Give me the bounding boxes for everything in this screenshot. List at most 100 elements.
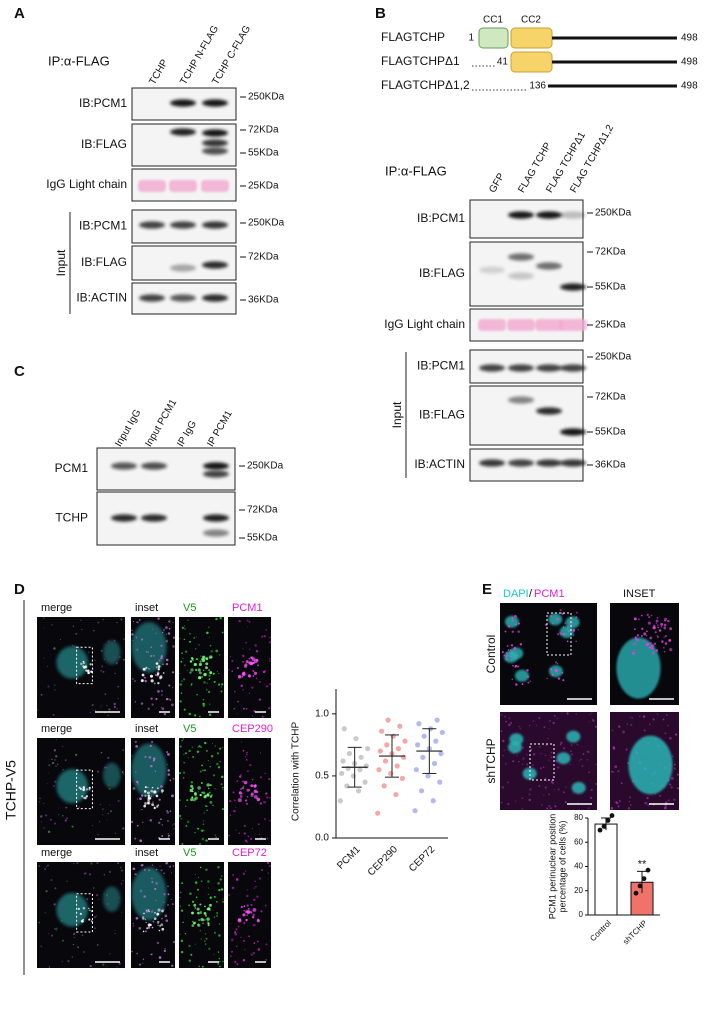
signal bbox=[560, 633, 563, 636]
signal bbox=[262, 670, 266, 674]
signal bbox=[560, 612, 563, 614]
signal bbox=[142, 962, 144, 964]
signal bbox=[648, 616, 651, 619]
band bbox=[536, 262, 562, 270]
signal bbox=[196, 907, 200, 911]
signal bbox=[526, 669, 529, 672]
signal bbox=[540, 767, 542, 770]
signal bbox=[245, 759, 248, 761]
signal bbox=[663, 623, 667, 627]
signal bbox=[562, 633, 565, 636]
signal bbox=[197, 827, 200, 830]
signal bbox=[136, 780, 139, 783]
signal bbox=[627, 807, 631, 810]
signal bbox=[216, 670, 218, 672]
signal bbox=[100, 670, 102, 672]
signal bbox=[55, 755, 58, 758]
signal bbox=[200, 938, 202, 940]
signal bbox=[246, 841, 249, 843]
signal bbox=[244, 799, 248, 802]
construct-name: FLAGTCHPΔ1 bbox=[381, 54, 460, 68]
signal bbox=[220, 888, 224, 891]
data-point bbox=[418, 788, 425, 794]
signal bbox=[190, 954, 193, 956]
signal bbox=[71, 956, 74, 958]
signal bbox=[76, 861, 79, 865]
signal bbox=[83, 872, 86, 875]
image-label: merge bbox=[41, 602, 72, 614]
signal bbox=[192, 659, 194, 662]
signal bbox=[199, 912, 202, 915]
signal bbox=[152, 909, 154, 911]
signal bbox=[522, 746, 524, 749]
signal bbox=[231, 659, 234, 663]
signal bbox=[673, 798, 676, 801]
signal bbox=[107, 812, 109, 815]
signal bbox=[201, 782, 203, 784]
signal bbox=[103, 644, 105, 646]
band bbox=[560, 364, 586, 372]
signal bbox=[163, 893, 166, 896]
data-point bbox=[399, 775, 405, 782]
signal bbox=[150, 697, 153, 700]
signal bbox=[198, 671, 202, 675]
signal bbox=[145, 910, 149, 913]
signal bbox=[180, 692, 183, 694]
signal bbox=[106, 819, 108, 821]
marker-label: 55KDa bbox=[247, 533, 278, 544]
signal bbox=[242, 872, 245, 875]
signal bbox=[237, 700, 239, 703]
signal bbox=[640, 614, 643, 617]
signal bbox=[245, 870, 247, 872]
data-point bbox=[597, 827, 603, 833]
signal bbox=[214, 931, 216, 934]
signal bbox=[92, 887, 95, 889]
signal bbox=[58, 807, 60, 809]
signal bbox=[94, 709, 97, 712]
signal bbox=[151, 926, 154, 929]
blot bbox=[469, 385, 584, 446]
signal bbox=[538, 717, 541, 719]
signal bbox=[165, 633, 167, 635]
signal bbox=[140, 638, 144, 641]
signal bbox=[157, 804, 160, 807]
signal bbox=[140, 794, 144, 797]
signal bbox=[102, 670, 105, 673]
signal bbox=[581, 746, 583, 748]
signal bbox=[208, 703, 211, 705]
signal bbox=[151, 880, 154, 883]
signal bbox=[222, 747, 224, 749]
signal bbox=[594, 725, 597, 728]
signal bbox=[205, 868, 208, 871]
signal bbox=[269, 636, 271, 639]
signal bbox=[259, 802, 262, 805]
signal bbox=[554, 805, 557, 808]
residue-start: 1 bbox=[468, 33, 474, 44]
signal bbox=[256, 919, 260, 923]
data-point bbox=[645, 867, 651, 873]
signal bbox=[516, 755, 518, 757]
signal bbox=[616, 801, 619, 805]
signal bbox=[42, 617, 45, 619]
signal bbox=[213, 680, 216, 683]
signal bbox=[204, 905, 206, 908]
blot-label: IB:FLAG bbox=[419, 408, 465, 422]
signal bbox=[161, 909, 164, 913]
signal bbox=[191, 796, 194, 799]
x-tick-label: shTCHP bbox=[621, 919, 649, 947]
signal bbox=[264, 904, 267, 907]
signal bbox=[191, 900, 195, 903]
signal bbox=[39, 797, 41, 800]
signal bbox=[633, 628, 636, 631]
signal bbox=[181, 739, 183, 742]
signal bbox=[517, 654, 519, 656]
signal bbox=[244, 755, 247, 758]
signal bbox=[253, 887, 255, 889]
signal bbox=[521, 797, 524, 800]
marker-label: 250KDa bbox=[595, 208, 632, 219]
signal bbox=[109, 804, 111, 806]
signal bbox=[198, 965, 201, 968]
signal bbox=[78, 806, 80, 808]
signal bbox=[87, 671, 90, 675]
signal bbox=[190, 798, 194, 802]
